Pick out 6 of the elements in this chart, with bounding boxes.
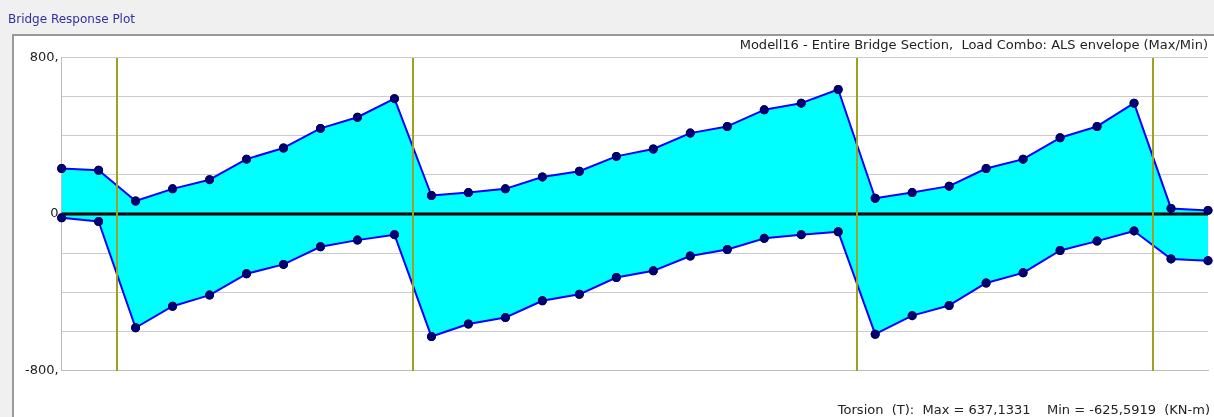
y-tick-label: 0 bbox=[50, 205, 59, 221]
chart-title: Bridge Response Plot bbox=[8, 12, 135, 26]
y-tick-label: 800, bbox=[29, 48, 59, 64]
text: Torsion (T): Max = 637,1331 Min = -625,5919 (KN-m) bbox=[836, 401, 1210, 417]
y-tick-label: -800, bbox=[25, 361, 59, 377]
chart-subtitle: Modell16 - Entire Bridge Section, Load Combo: ALS envelope (Max/Min) bbox=[739, 37, 1208, 53]
